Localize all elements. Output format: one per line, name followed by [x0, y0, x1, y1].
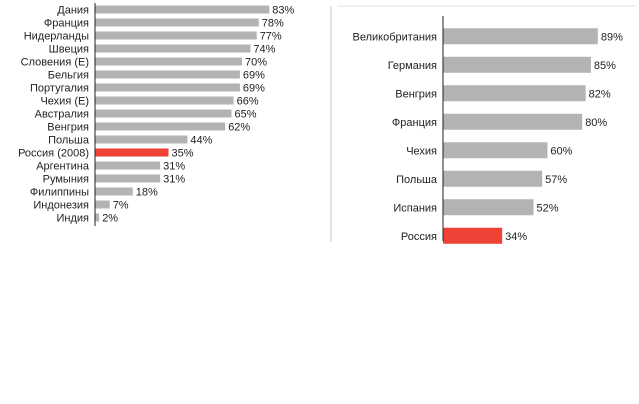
left-category-label: Швеция [49, 44, 89, 56]
left-bar [95, 122, 226, 131]
right-bar [443, 142, 548, 159]
left-value-label: 74% [253, 44, 275, 56]
right-bar [443, 85, 586, 102]
right-bar-highlight [443, 227, 503, 244]
left-category-label: Нидерланды [24, 31, 89, 43]
left-value-label: 44% [190, 135, 212, 147]
left-value-label: 35% [172, 148, 194, 160]
left-category-label: Аргентина [36, 161, 90, 173]
left-bar-chart: Дания 83% Франция 78% Нидерланды 77% Швеция 74%… [18, 3, 295, 226]
left-bar [95, 83, 240, 92]
left-category-label: Индия [56, 213, 89, 225]
right-category-label: Чехия [406, 145, 437, 157]
left-value-label: 31% [163, 161, 185, 173]
left-bar [95, 200, 110, 209]
left-bar [95, 213, 100, 222]
left-category-label: Франция [44, 18, 89, 30]
left-bar-highlight [95, 148, 169, 157]
left-category-label: Венгрия [47, 122, 89, 134]
left-bar [95, 174, 161, 183]
left-bar [95, 31, 257, 40]
left-value-label: 2% [102, 213, 118, 225]
left-bar [95, 161, 161, 170]
left-value-label: 69% [243, 70, 265, 82]
left-category-label: Польша [48, 135, 90, 147]
right-category-label: Польша [396, 174, 438, 186]
left-bar [95, 109, 232, 118]
left-category-label: Бельгия [48, 70, 89, 82]
right-category-label: Испания [393, 202, 437, 214]
right-bar [443, 199, 534, 216]
right-value-label: 57% [545, 174, 567, 186]
right-category-label: Россия [401, 231, 437, 243]
right-bar [443, 170, 543, 187]
left-bar [95, 18, 259, 27]
left-category-label: Индонезия [33, 200, 89, 212]
left-category-label: Португалия [30, 83, 89, 95]
left-value-label: 65% [235, 109, 257, 121]
left-value-label: 69% [243, 83, 265, 95]
left-bar [95, 135, 188, 144]
right-bar-chart: Великобритания 89% Германия 85% Венгрия 82% Фр… [353, 16, 623, 244]
right-bar [443, 113, 583, 130]
right-value-label: 52% [536, 202, 558, 214]
right-value-label: 82% [589, 88, 611, 100]
left-bar [95, 44, 251, 53]
right-value-label: 60% [550, 145, 572, 157]
left-category-label: Россия (2008) [18, 148, 89, 160]
right-category-label: Германия [388, 60, 437, 72]
left-value-label: 70% [245, 57, 267, 69]
left-value-label: 78% [262, 18, 284, 30]
right-category-label: Венгрия [395, 88, 437, 100]
left-value-label: 83% [272, 5, 294, 17]
left-value-label: 66% [237, 96, 259, 108]
right-category-label: Франция [392, 117, 437, 129]
left-category-label: Австралия [35, 109, 89, 121]
left-value-label: 31% [163, 174, 185, 186]
left-category-label: Румыния [43, 174, 89, 186]
left-bar [95, 187, 133, 196]
left-category-label: Чехия (Е) [40, 96, 89, 108]
left-value-label: 77% [260, 31, 282, 43]
right-value-label: 80% [585, 117, 607, 129]
left-bar [95, 70, 240, 79]
right-value-label: 85% [594, 60, 616, 72]
left-value-label: 62% [228, 122, 250, 134]
left-bar [95, 5, 270, 14]
left-bar [95, 96, 234, 105]
right-value-label: 89% [601, 31, 623, 43]
left-category-label: Дания [57, 5, 89, 17]
left-category-label: Филиппины [30, 187, 89, 199]
right-bar [443, 56, 591, 73]
right-value-label: 34% [505, 231, 527, 243]
left-value-label: 7% [113, 200, 129, 212]
right-category-label: Великобритания [353, 31, 438, 43]
left-bar [95, 57, 242, 66]
left-value-label: 18% [136, 187, 158, 199]
left-category-label: Словения (Е) [21, 57, 89, 69]
right-bar [443, 28, 598, 45]
